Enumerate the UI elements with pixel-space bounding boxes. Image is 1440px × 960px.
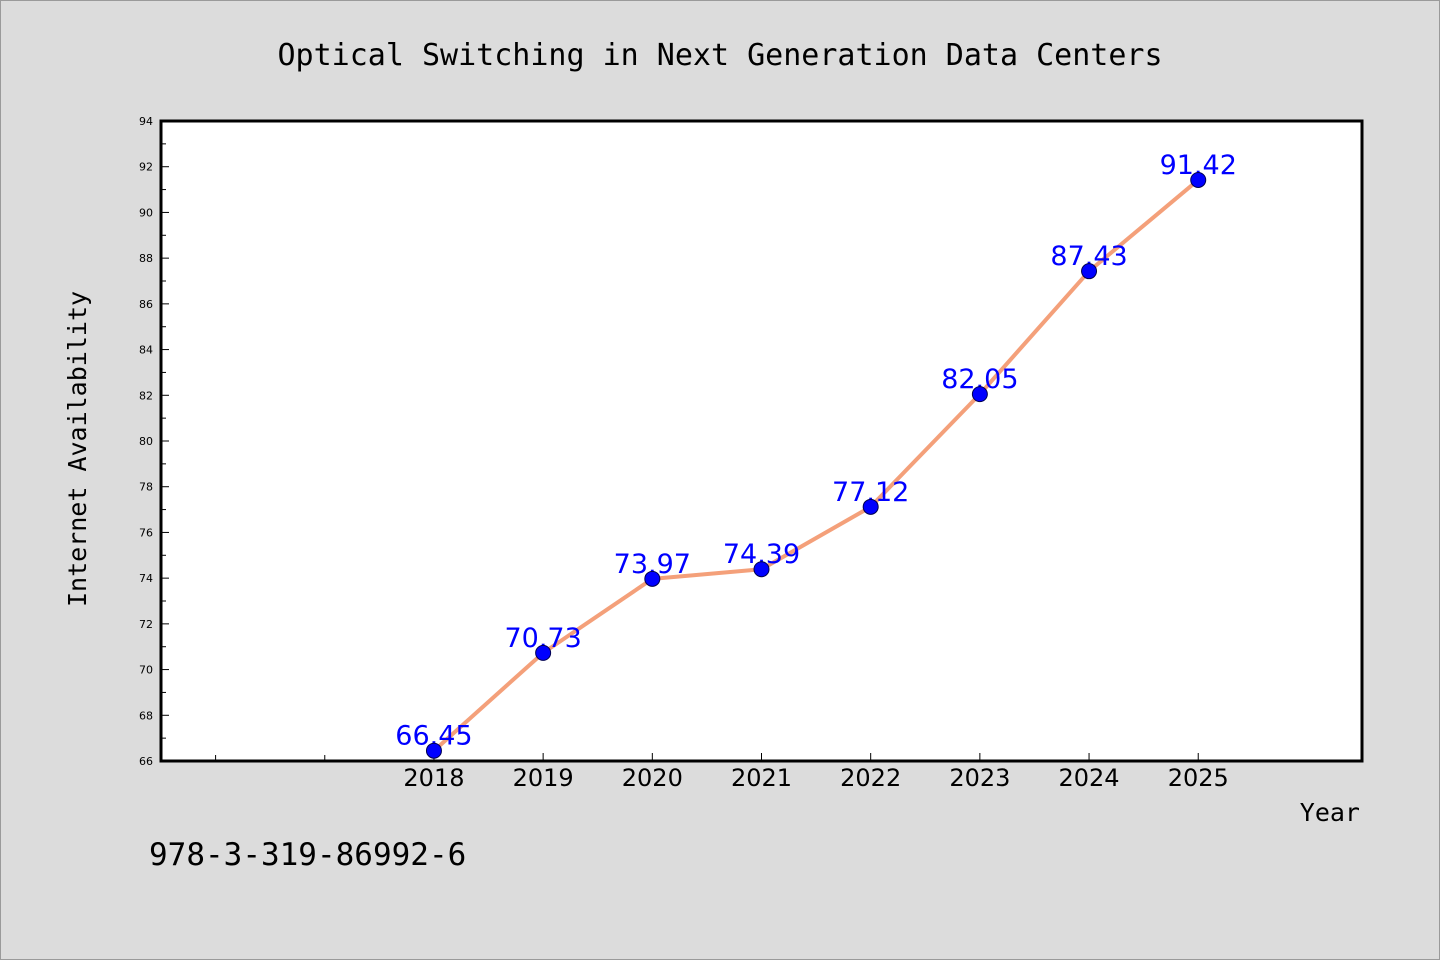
series-line [431,177,1201,753]
x-tick-label: 2024 [1059,764,1120,792]
y-axis-ticks: 66 68 70 72 74 76 78 80 82 84 86 88 90 92 94 [139,115,169,768]
chart-title: Optical Switching in Next Generation Dat… [277,38,1162,73]
data-point-marker [971,386,988,403]
isbn-text: 978-3-319-86992-6 [149,837,466,873]
data-point-marker [644,570,661,587]
y-tick-label: 90 [139,206,153,219]
data-point-marker [425,742,442,759]
y-tick-label: 72 [139,618,153,631]
y-tick-label: 84 [139,344,153,357]
plot-area [161,121,1362,761]
y-tick-label: 88 [139,252,153,265]
y-tick-label: 80 [139,435,153,448]
x-tick-label: 2020 [622,764,683,792]
x-tick-label: 2023 [949,764,1010,792]
x-axis-ticks: 2018 2019 2020 2021 2022 2023 2024 2025 [215,753,1229,792]
y-tick-label: 92 [139,161,153,174]
y-tick-label: 70 [139,664,153,677]
y-tick-label: 82 [139,389,153,402]
x-tick-label: 2021 [731,764,792,792]
data-point-marker [1081,263,1098,280]
x-tick-label: 2018 [403,764,464,792]
x-tick-label: 2025 [1168,764,1229,792]
y-tick-label: 78 [139,481,153,494]
y-tick-label: 86 [139,298,153,311]
plot-frame [159,119,1364,763]
y-tick-label: 68 [139,709,153,722]
data-point-marker [753,561,770,578]
y-tick-label: 74 [139,572,153,585]
data-point-marker [862,498,879,515]
y-axis-label: Internet Availability [63,291,92,607]
x-tick-label: 2019 [513,764,574,792]
y-tick-label: 76 [139,526,153,539]
y-tick-label: 94 [139,115,153,128]
data-point-marker [535,644,552,661]
x-axis-label: Year [1300,798,1360,827]
x-tick-label: 2022 [840,764,901,792]
y-tick-label: 66 [139,755,153,768]
data-point-marker [1190,171,1207,188]
